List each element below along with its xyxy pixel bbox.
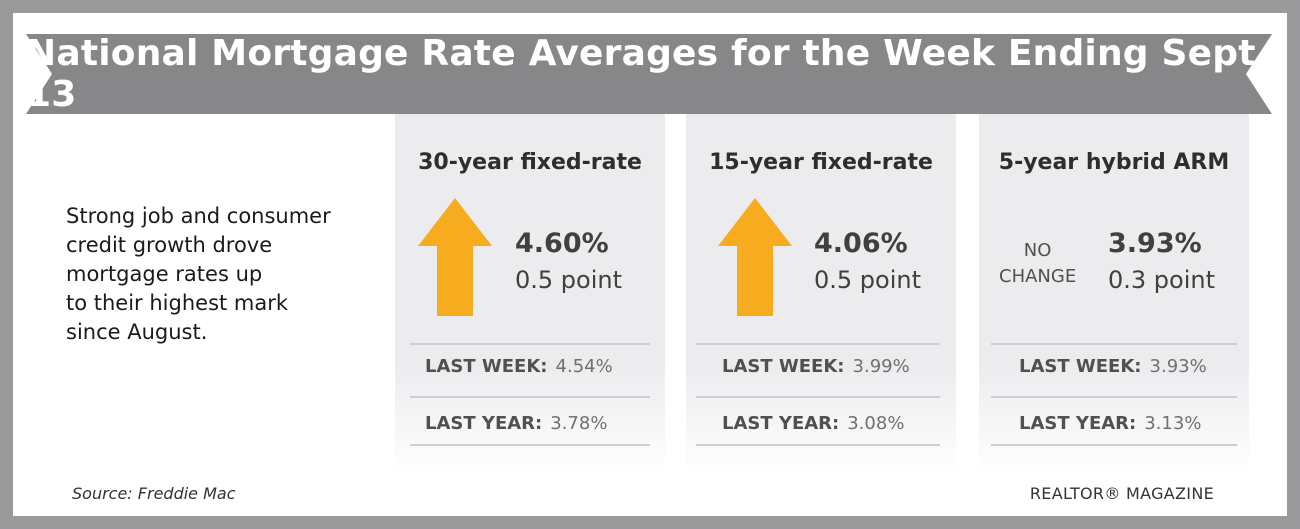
divider [991,396,1237,398]
intro-line: mortgage rates up [66,262,263,286]
last-year-label: LAST YEAR: [425,413,543,434]
rate-change: 0.5 point [814,266,922,294]
last-week-label: LAST WEEK: [722,356,845,377]
banner-ribbon-shape [26,34,1272,114]
panel-title: 15-year fixed-rate [709,150,933,175]
last-year-value: 3.08% [847,413,905,434]
panel-title: 5-year hybrid ARM [998,150,1230,175]
publisher-credit: REALTOR® MAGAZINE [1029,484,1214,503]
divider [410,396,650,398]
up-arrow-icon [718,198,792,316]
last-week-value: 3.99% [852,356,910,377]
last-week-row: LAST WEEK: 3.93% [1019,356,1207,377]
rate-change: 0.3 point [1108,266,1216,294]
intro-line: Strong job and consumer [66,204,331,228]
intro-text: Strong job and consumer credit growth dr… [66,202,366,347]
divider [696,444,940,446]
no-change-line: CHANGE [999,266,1077,287]
title-banner: National Mortgage Rate Averages for the … [26,33,1272,115]
last-week-value: 4.54% [555,356,613,377]
rate-change: 0.5 point [515,266,623,294]
panel-30-year: 30-year fixed-rate 4.60% 0.5 point LAST … [395,114,665,474]
no-change-line: NO [1023,240,1052,261]
last-week-row: LAST WEEK: 3.99% [722,356,910,377]
divider [410,444,650,446]
panel-title: 30-year fixed-rate [418,150,642,175]
panel-15-year: 15-year fixed-rate 4.06% 0.5 point LAST … [686,114,956,474]
divider [410,343,650,345]
last-week-label: LAST WEEK: [1019,356,1142,377]
divider [696,396,940,398]
last-year-label: LAST YEAR: [722,413,840,434]
source-note: Source: Freddie Mac [72,484,236,503]
last-year-value: 3.78% [550,413,608,434]
last-year-value: 3.13% [1144,413,1202,434]
last-year-row: LAST YEAR: 3.13% [1019,413,1201,434]
divider [991,343,1237,345]
last-year-row: LAST YEAR: 3.08% [722,413,904,434]
rate-value: 4.60% [515,228,609,259]
last-week-label: LAST WEEK: [425,356,548,377]
intro-line: since August. [66,320,208,344]
last-year-label: LAST YEAR: [1019,413,1137,434]
divider [696,343,940,345]
rate-value: 4.06% [814,228,908,259]
rate-value: 3.93% [1108,228,1202,259]
last-week-value: 3.93% [1149,356,1207,377]
no-change-label: NO CHANGE [999,238,1076,290]
panel-5-year-arm: 5-year hybrid ARM NO CHANGE 3.93% 0.3 po… [979,114,1249,474]
last-year-row: LAST YEAR: 3.78% [425,413,607,434]
divider [991,444,1237,446]
intro-line: to their highest mark [66,291,289,315]
page-title: National Mortgage Rate Averages for the … [26,33,1270,115]
last-week-row: LAST WEEK: 4.54% [425,356,613,377]
intro-line: credit growth drove [66,233,273,257]
up-arrow-icon [418,198,492,316]
